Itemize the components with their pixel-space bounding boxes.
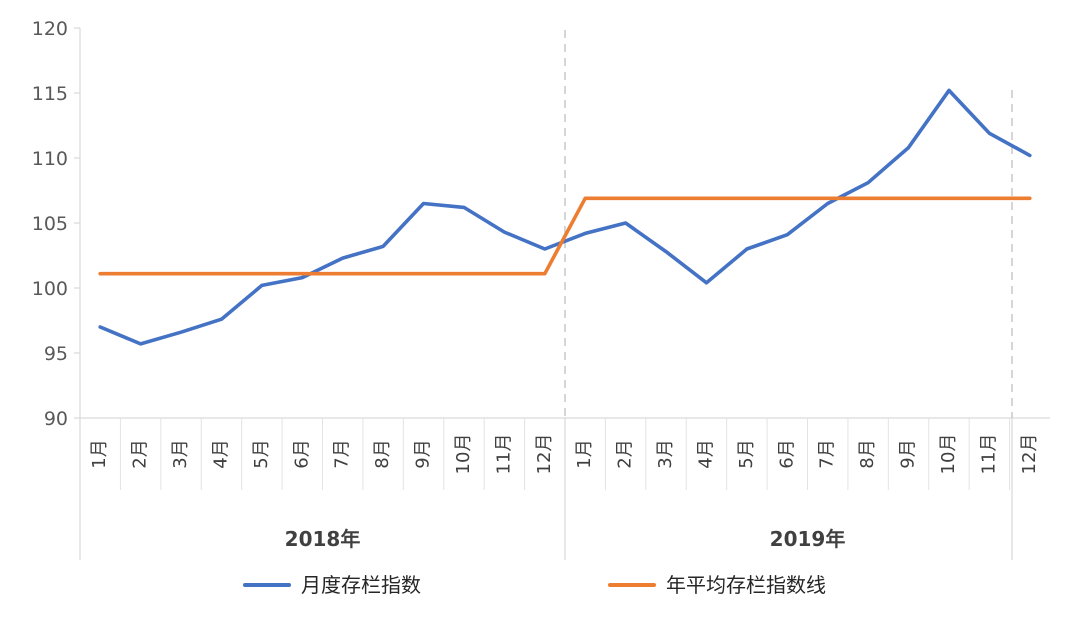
- x-tick-label: 8月: [857, 439, 878, 468]
- x-tick-label: 6月: [776, 439, 797, 468]
- legend-label: 月度存栏指数: [301, 573, 421, 597]
- x-tick-label: 11月: [493, 434, 514, 475]
- x-tick-label: 9月: [413, 439, 434, 468]
- x-tick-label: 1月: [89, 439, 110, 468]
- x-tick-label: 3月: [655, 439, 676, 468]
- x-tick-label: 2月: [130, 439, 151, 468]
- y-tick-label: 105: [32, 213, 68, 235]
- y-tick-labels: 90 95 100 105 110 115 120: [32, 18, 68, 430]
- x-tick-label: 6月: [291, 439, 312, 468]
- x-tick-label: 3月: [170, 439, 191, 468]
- x-tick-label: 10月: [453, 434, 474, 475]
- year-group-label: 2019年: [770, 527, 846, 551]
- x-tick-label: 11月: [978, 434, 999, 475]
- x-tick-label: 4月: [210, 439, 231, 468]
- x-tick-label: 7月: [332, 439, 353, 468]
- x-tick-label: 7月: [817, 439, 838, 468]
- x-tick-label: 9月: [898, 439, 919, 468]
- axes: [74, 28, 1050, 560]
- x-tick-label: 12月: [534, 434, 555, 475]
- x-tick-label: 5月: [736, 439, 757, 468]
- x-tick-label: 8月: [372, 439, 393, 468]
- x-tick-label: 10月: [938, 434, 959, 475]
- x-tick-label: 4月: [695, 439, 716, 468]
- legend: 月度存栏指数 年平均存栏指数线: [245, 573, 826, 597]
- series-line: [100, 198, 1030, 273]
- x-tick-label: 2月: [615, 439, 636, 468]
- y-tick-label: 100: [32, 278, 68, 300]
- y-tick-label: 90: [44, 408, 68, 430]
- x-tick-label: 5月: [251, 439, 272, 468]
- y-tick-label: 115: [32, 83, 68, 105]
- y-tick-label: 95: [44, 343, 68, 365]
- y-tick-label: 110: [32, 148, 68, 170]
- year-group-label: 2018年: [285, 527, 361, 551]
- legend-label: 年平均存栏指数线: [666, 573, 826, 597]
- x-tick-label: 12月: [1019, 434, 1040, 475]
- y-tick-label: 120: [32, 18, 68, 40]
- x-tick-label: 1月: [574, 439, 595, 468]
